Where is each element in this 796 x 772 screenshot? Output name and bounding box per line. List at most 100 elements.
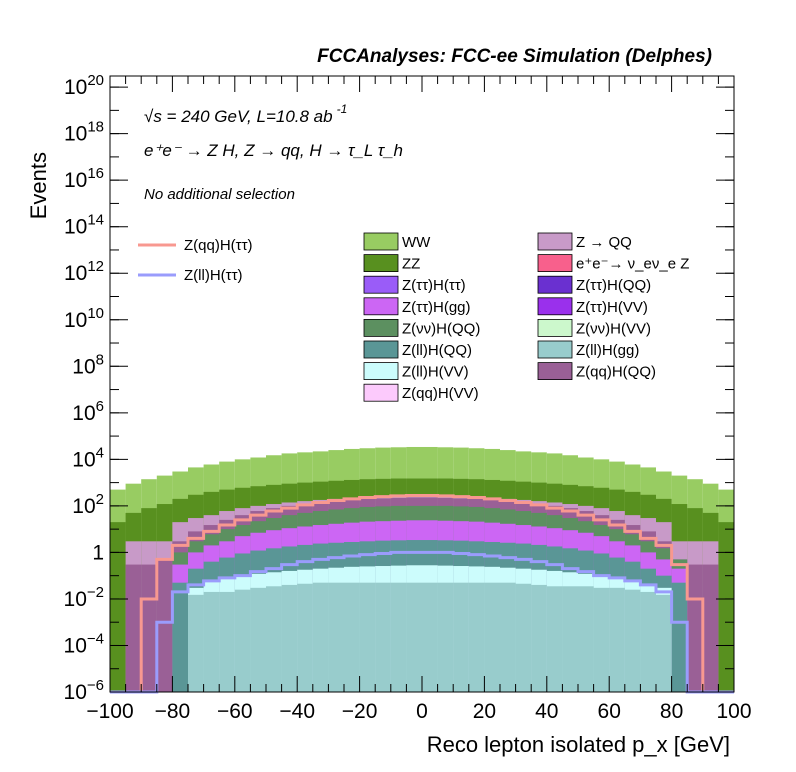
legend-swatch	[363, 297, 399, 316]
histogram-bar	[671, 582, 688, 692]
histogram-bar	[297, 583, 313, 692]
x-tick-label: 40	[535, 700, 558, 723]
histogram-bar	[422, 582, 438, 692]
legend-label: Z(ττ)H(VV)	[576, 299, 648, 316]
histogram-bar	[702, 564, 719, 692]
legend-swatch	[537, 275, 573, 294]
histogram-bar	[437, 582, 454, 692]
histogram-bar	[141, 564, 157, 692]
x-tick-label: −80	[155, 700, 191, 723]
histogram-bar	[562, 586, 578, 692]
y-tick-label: 106	[72, 398, 104, 425]
legend-swatch	[537, 232, 573, 251]
histogram-bar	[188, 594, 204, 692]
legend-swatch	[363, 275, 399, 294]
signal-overlays	[110, 493, 734, 694]
legend-label: Z(ll)H(VV)	[402, 364, 469, 381]
overlay-line	[110, 493, 734, 694]
histogram-bar	[110, 522, 126, 692]
histogram-bar	[312, 582, 329, 692]
histogram-bar	[172, 582, 188, 692]
process-annotation: e⁺e⁻ → Z H, Z → qq, H → τ_L τ_h	[144, 141, 403, 160]
histogram-bar	[250, 587, 266, 692]
histogram-bar	[500, 582, 516, 692]
stack-layer	[188, 582, 672, 692]
x-tick-label: 60	[598, 700, 621, 723]
y-tick-label: 1020	[64, 72, 104, 99]
histogram-bar	[266, 586, 282, 692]
histogram-bar	[234, 589, 251, 692]
header-title: FCCAnalyses: FCC-ee Simulation (Delphes)	[317, 46, 712, 67]
y-tick-label: 1016	[64, 165, 104, 192]
legend-label: ZZ	[402, 256, 420, 273]
histogram-bar	[125, 564, 142, 692]
histogram-bar	[578, 586, 594, 692]
histogram-bar	[390, 582, 407, 692]
histogram-bar	[156, 559, 173, 692]
histogram-bar	[546, 586, 563, 692]
legend-swatch	[363, 340, 399, 359]
y-tick-label: 102	[72, 491, 104, 518]
histogram-bar	[656, 594, 672, 692]
legend-label: e⁺e⁻→ ν_eν_e Z	[576, 256, 689, 273]
legend-swatch	[363, 383, 399, 402]
y-tick-label: 1012	[64, 258, 104, 285]
histogram-bar	[328, 582, 344, 692]
legend: Z(qq)H(ττ) Z(ll)H(ττ) WW Z → QQ ZZ e⁺e⁻→ ν_eν…	[138, 232, 689, 402]
legend-swatch	[537, 340, 573, 359]
legend-swatch	[363, 362, 399, 381]
histogram-bar	[468, 582, 485, 692]
histogram-bar	[624, 589, 641, 692]
legend-label: WW	[402, 234, 431, 251]
histogram-bar	[281, 584, 298, 692]
legend-label: Z(ll)H(QQ)	[402, 342, 472, 359]
histogram-bar	[531, 584, 547, 692]
histogram-bar	[593, 587, 610, 692]
legend-swatch	[363, 254, 399, 273]
legend-label: Z(νν)H(VV)	[576, 320, 651, 337]
legend-label: Z(ττ)H(ττ)	[402, 277, 466, 294]
legend-label: Z(νν)H(QQ)	[402, 320, 480, 337]
histogram-bar	[609, 587, 625, 692]
y-tick-label: 1018	[64, 119, 104, 146]
x-tick-label: 20	[473, 700, 496, 723]
x-tick-label: 100	[716, 700, 751, 723]
histogram-bar	[718, 522, 734, 692]
histogram-bar	[375, 582, 391, 692]
histogram-bar	[484, 582, 500, 692]
selection-annotation: No additional selection	[144, 186, 295, 203]
y-axis-label: Events	[26, 152, 51, 219]
x-axis-label: Reco lepton isolated p_x [GeV]	[427, 732, 730, 757]
histogram-bar	[359, 582, 376, 692]
x-tick-label: 0	[416, 700, 428, 723]
y-tick-label: 1014	[64, 212, 104, 239]
y-tick-label: 10−4	[64, 630, 104, 657]
histogram-bar	[453, 582, 469, 692]
legend-label: Z(qq)H(VV)	[402, 385, 479, 402]
legend-swatch	[537, 362, 573, 381]
legend-swatch	[363, 318, 399, 337]
y-tick-label: 108	[72, 351, 104, 378]
x-tick-label: −40	[279, 700, 315, 723]
overlay-line	[110, 550, 734, 694]
legend-swatch	[537, 297, 573, 316]
histogram-bar	[515, 583, 532, 692]
histogram-bar	[344, 582, 360, 692]
x-tick-label: −100	[86, 700, 133, 723]
histogram-bar	[219, 591, 235, 692]
y-tick-label: 10−2	[64, 584, 104, 611]
legend-swatch	[537, 254, 573, 273]
legend-label: Z(ll)H(gg)	[576, 342, 639, 359]
histogram-bar	[640, 591, 656, 692]
y-tick-label: 104	[72, 444, 104, 471]
legend-label: Z(qq)H(QQ)	[576, 364, 656, 381]
energy-annotation: √s = 240 GeV, L=10.8 ab -1	[144, 102, 347, 126]
x-tick-label: 80	[660, 700, 683, 723]
legend-label: Z(ττ)H(gg)	[402, 299, 471, 316]
axis-ticks: −100 −80 −60 −40 −20 0 20 40 60 80 10010−610−410−2…	[64, 72, 752, 723]
legend-label: Z → QQ	[576, 234, 632, 251]
legend-label: Z(qq)H(ττ)	[184, 237, 253, 254]
histogram-bar	[203, 591, 220, 692]
histogram-bar	[406, 582, 422, 692]
